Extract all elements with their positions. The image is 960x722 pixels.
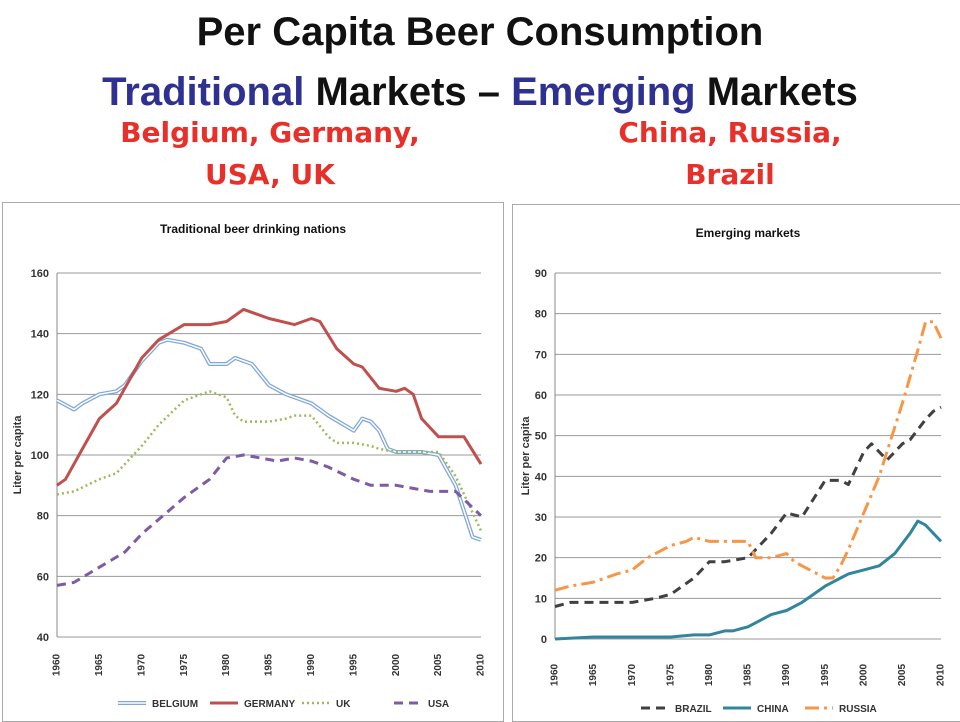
- x-tick-label-1980: 1980: [704, 663, 715, 686]
- legend-label-brazil: BRAZIL: [675, 704, 712, 715]
- y-tick-label-40: 40: [535, 471, 547, 483]
- x-tick-label-1960: 1960: [52, 653, 63, 676]
- x-tick-label-1980: 1980: [221, 653, 232, 676]
- title-traditional: Traditional: [102, 70, 305, 114]
- y-tick-label-80: 80: [37, 511, 49, 523]
- y-tick-label-10: 10: [535, 593, 547, 605]
- slide-title: Per Capita Beer Consumption: [196, 10, 764, 54]
- subtitle-right-line2: Brazil: [685, 158, 775, 191]
- subtitle-left-line2: USA, UK: [205, 158, 335, 191]
- y-tick-label-30: 30: [535, 512, 547, 524]
- title-emerging: Emerging: [511, 70, 696, 114]
- x-tick-label-2005: 2005: [897, 663, 908, 686]
- y-tick-label-90: 90: [535, 268, 547, 280]
- series-line-uk: [56, 390, 483, 532]
- x-tick-label-1995: 1995: [820, 663, 831, 686]
- x-tick-label-1975: 1975: [665, 663, 676, 686]
- x-tick-label-2010: 2010: [476, 653, 487, 676]
- legend-label-uk: UK: [336, 699, 351, 710]
- x-tick-label-1985: 1985: [264, 653, 275, 676]
- y-tick-label-70: 70: [535, 349, 547, 361]
- y-axis-label: Liter per capita: [520, 416, 532, 496]
- x-tick-label-1965: 1965: [94, 653, 105, 676]
- traditional-chart-panel: Traditional beer drinking nations 40 60 80 1…: [2, 202, 504, 722]
- y-tick-label-50: 50: [535, 431, 547, 443]
- y-tick-label-80: 80: [535, 309, 547, 321]
- subtitle-traditional-countries: Belgium, Germany, USA, UK: [60, 112, 480, 196]
- y-tick-label-160: 160: [31, 268, 49, 280]
- y-tick-label-60: 60: [535, 390, 547, 402]
- x-tick-label-1970: 1970: [627, 663, 638, 686]
- title-markets: Markets: [695, 70, 858, 114]
- title-markets-dash: Markets –: [304, 70, 512, 114]
- x-tick-label-1960: 1960: [550, 663, 561, 686]
- x-tick-label-1975: 1975: [179, 653, 190, 676]
- series-line-belgium-inner: [56, 338, 482, 541]
- x-tick-label-2005: 2005: [433, 653, 444, 676]
- series-line-usa: [56, 453, 483, 587]
- y-axis-label: Liter per capita: [12, 415, 24, 495]
- y-tick-label-60: 60: [37, 571, 49, 583]
- y-tick-label-100: 100: [31, 450, 49, 462]
- x-tick-label-1990: 1990: [306, 653, 317, 676]
- legend-label-china: CHINA: [757, 704, 789, 715]
- traditional-chart: Traditional beer drinking nations 40 60 80 1…: [12, 222, 487, 710]
- y-tick-label-20: 20: [535, 553, 547, 565]
- chart-title: Traditional beer drinking nations: [160, 222, 346, 236]
- y-tick-label-40: 40: [37, 632, 49, 644]
- legend-label-russia: RUSSIA: [839, 704, 877, 715]
- emerging-chart-panel: Emerging markets 0 10 20 30 40 50 60 70 80 90 1960 1…: [512, 204, 960, 722]
- subtitle-emerging-countries: China, Russia, Brazil: [530, 112, 930, 196]
- series-line-brazil: [554, 405, 942, 608]
- series-line-belgium: [56, 337, 482, 542]
- legend-label-usa: USA: [428, 699, 449, 710]
- series-line-china: [554, 519, 943, 641]
- x-tick-label-1995: 1995: [348, 653, 359, 676]
- x-tick-label-1990: 1990: [781, 663, 792, 686]
- series-line-russia: [554, 320, 943, 592]
- subtitle-right-line1: China, Russia,: [618, 116, 842, 149]
- x-tick-label-1965: 1965: [588, 663, 599, 686]
- y-tick-label-140: 140: [31, 329, 49, 341]
- y-tick-label-0: 0: [541, 634, 547, 646]
- subtitle-left-line1: Belgium, Germany,: [120, 116, 420, 149]
- legend-label-germany: GERMANY: [244, 699, 295, 710]
- x-tick-label-2000: 2000: [858, 663, 869, 686]
- x-tick-label-1970: 1970: [136, 653, 147, 676]
- x-tick-label-2010: 2010: [936, 663, 947, 686]
- legend-label-belgium: BELGIUM: [152, 699, 198, 710]
- chart-title: Emerging markets: [696, 226, 801, 240]
- series-line-germany: [56, 307, 483, 487]
- y-tick-label-120: 120: [31, 389, 49, 401]
- x-tick-label-1985: 1985: [743, 663, 754, 686]
- slide-title-line2: Traditional Markets – Emerging Markets: [0, 72, 960, 112]
- emerging-chart: Emerging markets 0 10 20 30 40 50 60 70 80 90 1960 1…: [520, 226, 947, 715]
- x-tick-label-2000: 2000: [391, 653, 402, 676]
